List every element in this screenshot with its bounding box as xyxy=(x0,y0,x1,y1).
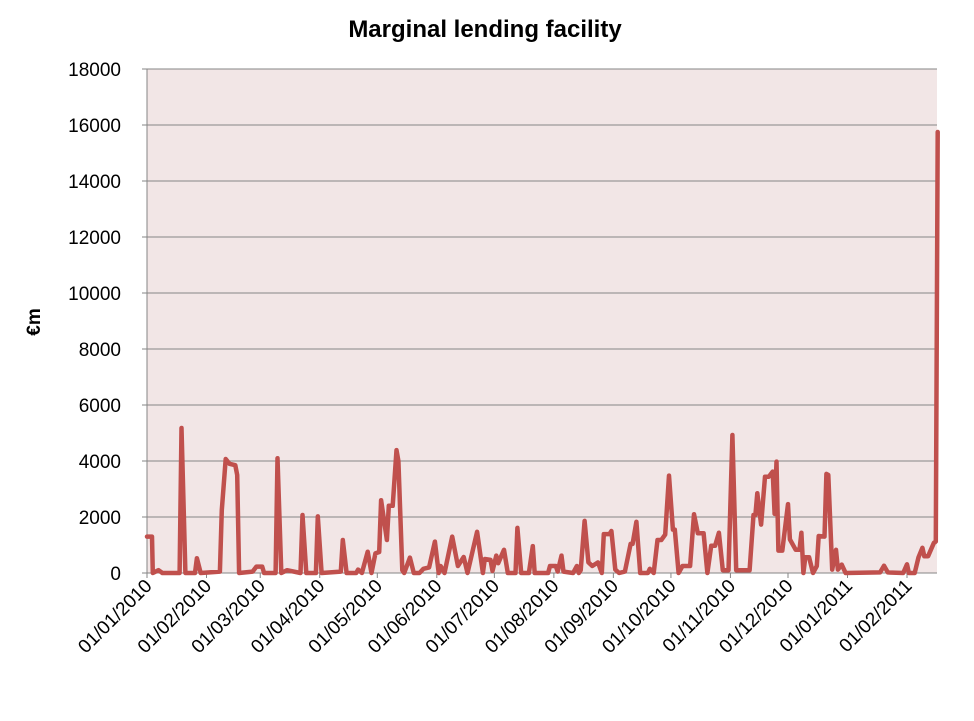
y-tick-label: 18000 xyxy=(68,60,121,81)
y-tick-label: 16000 xyxy=(68,116,121,137)
y-tick-label: 12000 xyxy=(68,228,121,249)
y-tick-label: 14000 xyxy=(68,172,121,193)
y-axis-label: €m xyxy=(24,308,45,335)
plot-area xyxy=(147,69,937,573)
y-tick-label: 8000 xyxy=(79,340,121,361)
y-tick-label: 2000 xyxy=(79,508,121,529)
series-line-marginal-lending-facility xyxy=(144,129,940,576)
chart-title: Marginal lending facility xyxy=(348,16,622,43)
y-tick-label: 6000 xyxy=(79,396,121,417)
y-axis-tick-labels: 0 2000 4000 6000 8000 10000 12000 14000 16000 180… xyxy=(68,60,121,585)
y-tick-label: 4000 xyxy=(79,452,121,473)
y-tick-label: 10000 xyxy=(68,284,121,305)
y-tick-label: 0 xyxy=(110,564,121,585)
